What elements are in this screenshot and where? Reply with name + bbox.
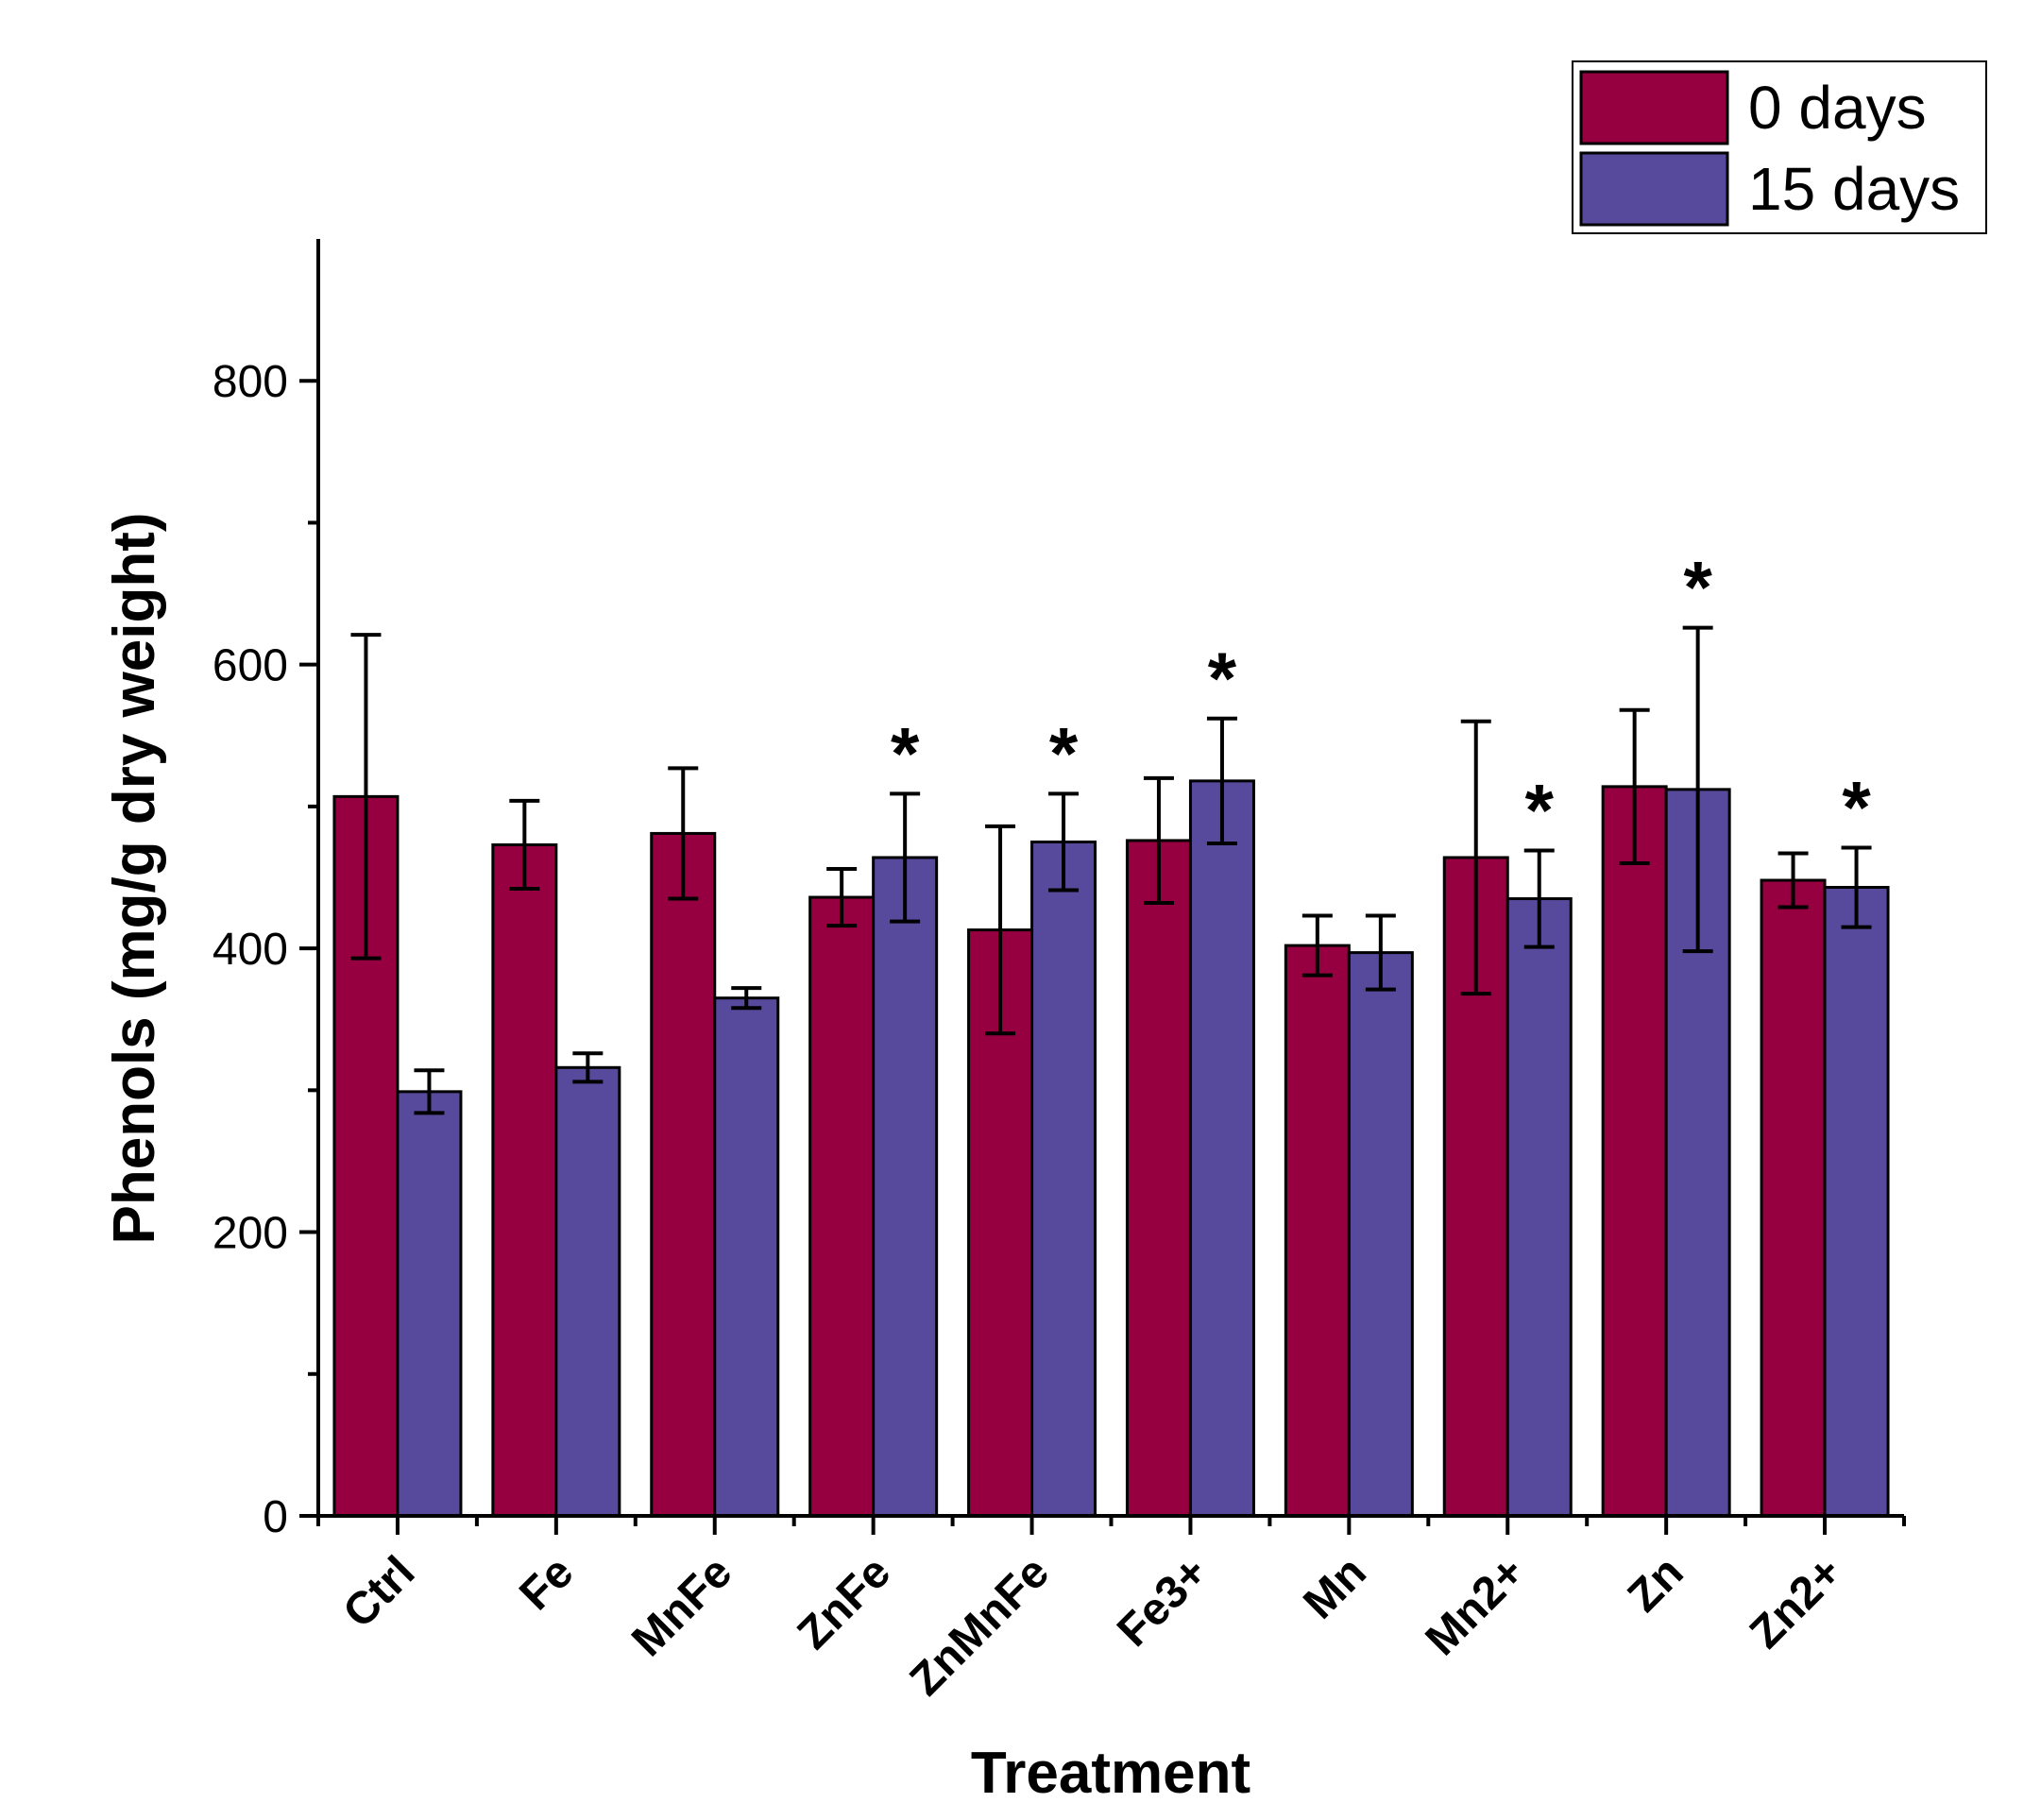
y-tick-label: 800	[213, 357, 288, 407]
y-tick-label: 0	[263, 1492, 288, 1542]
y-tick-label: 600	[213, 641, 288, 691]
y-tick-label: 200	[213, 1209, 288, 1259]
bars-layer	[332, 779, 1890, 1518]
significance-marker: *	[891, 711, 920, 794]
bar	[491, 842, 558, 1518]
significance-marker: *	[1842, 765, 1871, 848]
x-tick-label: MnFe	[622, 1547, 741, 1666]
bar	[1188, 779, 1255, 1518]
legend: 0 days 15 days	[1572, 60, 1987, 234]
significance-marker: *	[1208, 637, 1237, 720]
bar	[808, 895, 876, 1518]
legend-label-0-days: 0 days	[1748, 74, 1927, 142]
significance-layer: * * * * * *	[891, 546, 1871, 852]
bar	[713, 996, 780, 1518]
y-tick-label: 400	[213, 925, 288, 975]
x-ticks-layer: Ctrl Fe MnFe ZnFe ZnMnFe Fe3+ Mn Mn2+ Zn Zn2+	[316, 1516, 1906, 1706]
bar	[1347, 951, 1414, 1518]
bar	[1601, 785, 1668, 1518]
x-axis-title: Treatment	[971, 1741, 1250, 1806]
x-tick-label: Ctrl	[334, 1547, 425, 1638]
error-bars-layer	[350, 625, 1872, 1115]
bar	[1284, 944, 1351, 1518]
bar	[1030, 840, 1097, 1518]
y-axis-title: Phenols (mg/g dry weight)	[102, 512, 167, 1244]
bar	[1760, 878, 1827, 1518]
bar	[1664, 788, 1731, 1518]
y-ticks-layer: 0 200 400 600 800	[213, 357, 318, 1542]
x-tick-label: ZnFe	[789, 1547, 901, 1659]
bar	[650, 831, 717, 1518]
significance-marker: *	[1683, 546, 1712, 629]
bar	[1505, 897, 1573, 1518]
legend-label-15-days: 15 days	[1748, 155, 1960, 223]
bar	[554, 1065, 621, 1518]
x-tick-label: Fe	[510, 1547, 583, 1620]
x-tick-label: Mn2+	[1417, 1547, 1535, 1665]
bar	[396, 1090, 463, 1518]
legend-swatch-15-days	[1579, 151, 1729, 227]
significance-marker: *	[1049, 711, 1079, 794]
x-tick-label: ZnMnFe	[900, 1547, 1059, 1706]
legend-swatch-0-days	[1579, 70, 1729, 145]
x-tick-label: Zn2+	[1741, 1547, 1852, 1658]
x-tick-label: Mn	[1294, 1547, 1375, 1628]
bar	[872, 856, 939, 1518]
bar	[1823, 886, 1890, 1518]
bar	[1125, 839, 1192, 1518]
x-tick-label: Zn	[1619, 1547, 1693, 1622]
x-tick-label: Fe3+	[1108, 1547, 1217, 1657]
significance-marker: *	[1525, 768, 1555, 851]
